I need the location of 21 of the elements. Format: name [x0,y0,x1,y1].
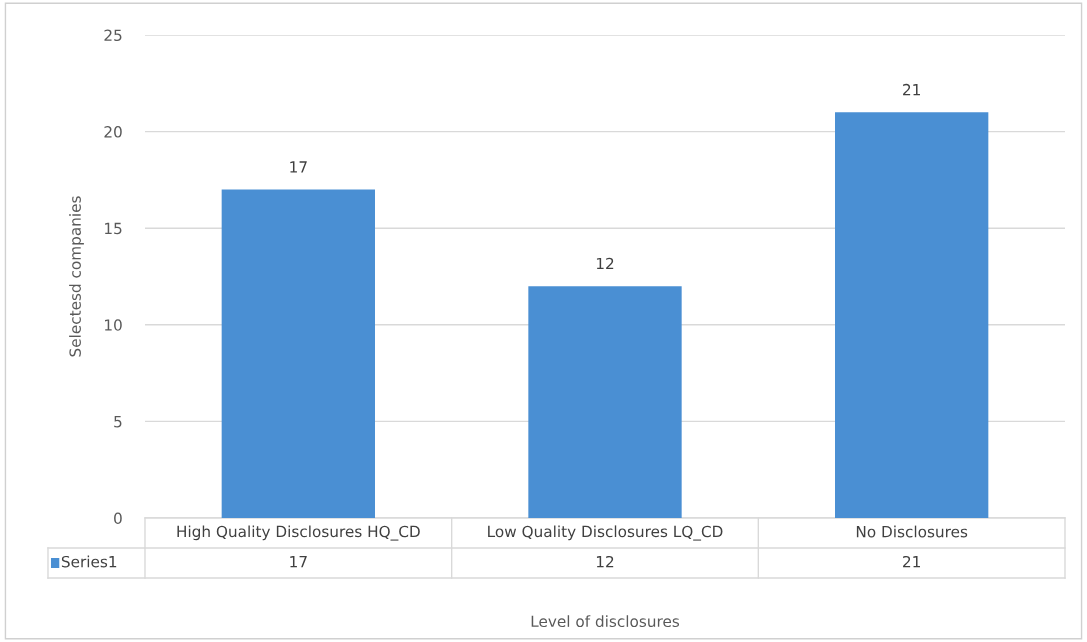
data-label: 21 [903,555,920,568]
annotation: 12 [596,257,614,270]
x-axis-title: Level of disclosures [531,615,680,628]
y-tick-label: 10 [105,319,122,331]
bar [528,286,682,518]
x-tick-label: High Quality Disclosures HQ_CD [177,525,420,541]
y-tick-label: 20 [104,126,122,138]
y-tick-label: 15 [105,222,122,235]
bar [221,189,375,518]
data-label: 12 [596,555,614,568]
x-tick-label: No Disclosures [856,525,968,538]
bar [835,112,989,518]
y-axis-title: Selectesd companies [69,196,84,357]
x-tick-label: Low Quality Disclosures LQ_CD [488,525,723,541]
y-tick-label: 0 [114,512,122,525]
annotation: 17 [290,161,307,173]
y-tick-label: 5 [114,416,122,428]
data-label: 17 [290,556,307,568]
annotation: 21 [903,83,920,96]
y-tick-label: 25 [104,29,122,42]
legend-label: Series1 [61,555,117,568]
